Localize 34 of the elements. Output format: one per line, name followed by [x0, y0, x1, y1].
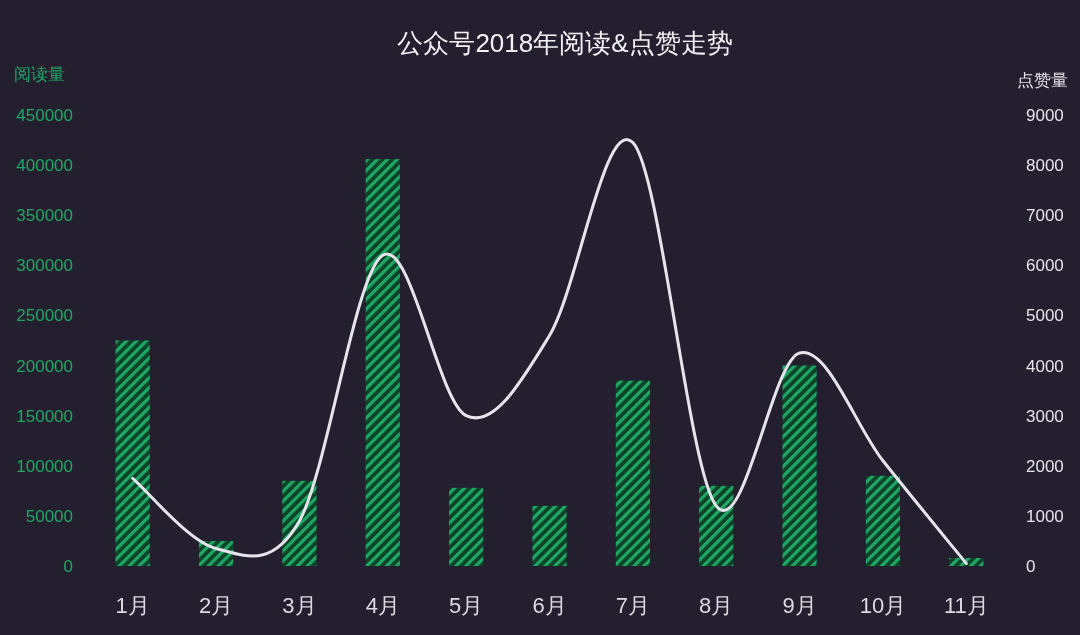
- y-tick-label: 150000: [16, 406, 73, 426]
- y-tick-label: 250000: [16, 306, 73, 326]
- y-tick-label: 200000: [16, 356, 73, 376]
- y-tick-label: 350000: [16, 206, 73, 226]
- x-tick-label: 8月: [699, 593, 734, 618]
- y-tick-label: 400000: [16, 156, 73, 176]
- x-tick-label: 2月: [198, 593, 234, 618]
- y2-tick-label: 1000: [1026, 506, 1064, 526]
- y2-tick-label: 5000: [1026, 306, 1064, 326]
- x-tick-label: 5月: [449, 593, 484, 618]
- y-tick-label: 0: [63, 557, 73, 576]
- x-tick-label: 1月: [115, 593, 150, 618]
- y2-tick-label: 2000: [1026, 456, 1064, 476]
- x-tick-label: 7月: [615, 593, 650, 618]
- x-tick-label: 3月: [282, 593, 317, 618]
- y-tick-label: 300000: [16, 256, 73, 276]
- x-tick-label: 6月: [532, 593, 567, 618]
- y2-tick-label: 9000: [1026, 106, 1064, 125]
- y-tick-label: 100000: [16, 456, 73, 476]
- ylabel: 阅读量: [14, 65, 65, 84]
- x-tick-label: 10月: [859, 593, 907, 618]
- y2-tick-label: 8000: [1026, 156, 1064, 176]
- y-tick-label: 450000: [16, 106, 73, 125]
- x-tick-label: 9月: [782, 593, 817, 618]
- y2-tick-label: 6000: [1026, 256, 1064, 276]
- y2label: 点赞量: [1017, 71, 1068, 90]
- title: 公众号2018年阅读&点赞走势: [397, 28, 733, 58]
- x-tick-label: 4月: [365, 593, 400, 618]
- y2-tick-label: 4000: [1026, 356, 1064, 376]
- y-tick-label: 50000: [25, 506, 73, 526]
- y2-tick-label: 3000: [1026, 406, 1064, 426]
- y2-tick-label: 7000: [1026, 206, 1064, 226]
- x-tick-label: 11月: [943, 593, 989, 618]
- y2-tick-label: 0: [1026, 557, 1036, 576]
